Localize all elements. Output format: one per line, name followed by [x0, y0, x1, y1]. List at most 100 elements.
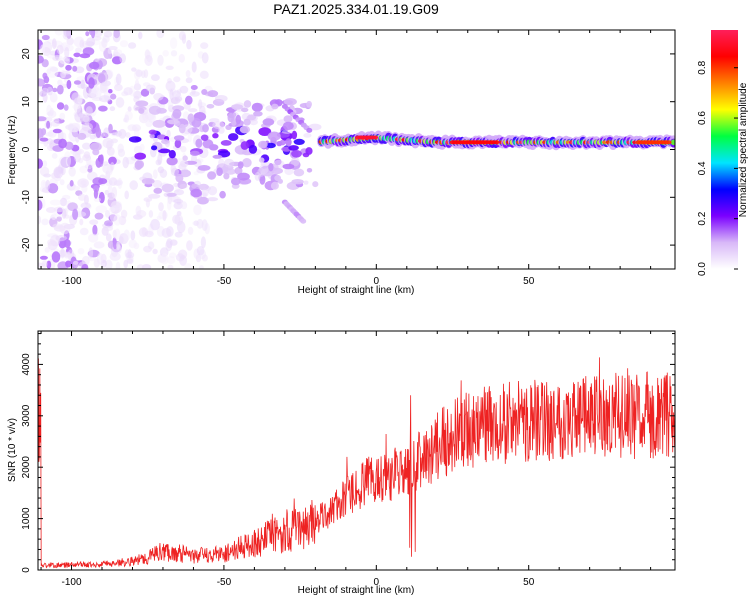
spectrogram-cell	[107, 185, 113, 193]
spectrogram-cell	[105, 233, 112, 242]
spectrogram-cell	[282, 163, 295, 170]
spectrogram-cell	[215, 95, 228, 102]
spectrogram-cell	[72, 208, 79, 220]
spectrogram-cell	[290, 157, 300, 167]
spectrogram-cell	[65, 260, 72, 268]
snr-xlabel: Height of straight line (km)	[298, 585, 415, 596]
spectrogram-cell	[218, 158, 225, 168]
spectrogram-cell	[39, 137, 49, 142]
spectrogram-cell	[493, 140, 500, 145]
spectrogram-cell	[38, 78, 45, 87]
spectrogram-cell	[55, 235, 67, 242]
spectrogram-cell	[123, 87, 133, 96]
spectrogram-cell	[88, 233, 99, 243]
spectrogram-cell	[231, 177, 241, 186]
spectrogram-ytick-label: 20	[21, 48, 32, 60]
spectrogram-cell	[106, 146, 115, 156]
spectrogram-cell	[46, 86, 53, 96]
spectrogram-cell	[141, 70, 146, 79]
spectrogram-cell	[114, 83, 123, 92]
spectrogram-cell	[258, 127, 272, 136]
spectrogram-cell	[288, 145, 299, 151]
spectrogram-cell	[110, 162, 115, 171]
spectrogram-cell	[116, 241, 121, 250]
spectrogram-cell	[291, 150, 302, 158]
colorbar-bar	[711, 30, 738, 269]
spectrogram-cell	[179, 85, 189, 94]
spectrogram-cell	[172, 90, 182, 99]
colorbar-ticks: 0.0 0.2 0.4 0.6 0.8	[697, 60, 738, 276]
spectrogram-ylabel: Frequency (Hz)	[7, 116, 18, 185]
spectrogram-cell	[117, 148, 126, 157]
spectrogram-cell	[139, 143, 145, 151]
spectrogram-cell	[52, 87, 58, 93]
spectrogram-cell	[49, 92, 58, 103]
spectrogram-cell	[156, 134, 167, 140]
spectrogram-cell	[49, 199, 62, 206]
spectrogram-cell	[173, 76, 181, 83]
spectrogram-cell	[39, 255, 48, 260]
spectrogram-cell	[180, 160, 189, 168]
spectrogram-cell	[63, 30, 72, 37]
spectrogram-cell	[87, 167, 93, 173]
spectrogram-cell	[185, 77, 193, 84]
colorbar-tick-label: 0.6	[697, 111, 708, 125]
spectrogram-cell	[54, 30, 64, 36]
spectrogram-cell	[254, 171, 261, 181]
spectrogram-cell	[92, 148, 100, 156]
spectrogram-cell	[46, 260, 52, 269]
spectrogram-cell	[79, 227, 89, 236]
spectrogram-cell	[185, 95, 193, 105]
spectrogram-cell	[128, 42, 137, 49]
spectrogram-cell	[156, 30, 165, 39]
spectrogram-cell	[111, 205, 120, 211]
spectrogram-cell	[166, 198, 172, 211]
spectrogram-cell	[72, 104, 81, 110]
spectrogram-cell	[212, 133, 219, 139]
spectrogram-cell	[670, 139, 675, 146]
spectrogram-cell	[122, 156, 129, 169]
spectrogram-cell	[94, 212, 104, 220]
spectrogram-cell	[179, 183, 188, 189]
spectrogram-cell	[136, 264, 145, 269]
spectrogram-cell	[212, 154, 223, 159]
spectrogram-cell	[300, 218, 307, 224]
spectrogram-cell	[59, 197, 68, 207]
spectrogram-cell	[127, 124, 137, 132]
spectrogram-cell	[98, 178, 108, 185]
spectrogram-cell	[283, 115, 293, 123]
spectrogram-cell	[243, 100, 252, 108]
spectrogram-cells	[38, 30, 675, 269]
spectrogram-cell	[60, 252, 73, 258]
spectrogram-cell	[38, 85, 42, 98]
spectrogram-cell	[43, 75, 50, 84]
spectrogram-cell	[158, 148, 171, 154]
spectrogram-cell	[52, 56, 61, 62]
spectrogram-cell	[103, 161, 109, 166]
spectrogram-cell	[293, 138, 305, 145]
spectrogram-cell	[273, 159, 285, 169]
spectrogram-cell	[303, 180, 309, 185]
spectrogram-cell	[45, 179, 50, 191]
spectrogram-cell	[65, 155, 71, 168]
spectrogram-cell	[235, 114, 241, 125]
spectrogram-cell	[184, 263, 192, 269]
spectrogram-cell	[207, 171, 217, 180]
spectrogram-cell	[51, 38, 57, 50]
spectrogram-cell	[207, 90, 219, 98]
spectrogram-cell	[138, 108, 145, 114]
spectrogram-cell	[149, 133, 155, 139]
spectrogram-cell	[68, 167, 76, 177]
spectrogram-cell	[265, 142, 276, 149]
spectrogram-cell	[39, 166, 50, 177]
spectrogram-cell	[77, 178, 89, 188]
spectrogram-cell	[209, 118, 220, 123]
spectrogram-cell	[283, 98, 297, 106]
spectrogram-cell	[174, 139, 182, 149]
snr-ytick-label: 3000	[21, 404, 32, 427]
spectrogram-cell	[190, 85, 198, 90]
spectrogram-cell	[168, 150, 176, 159]
spectrogram-cell	[202, 139, 214, 149]
spectrogram-cell	[166, 156, 178, 166]
